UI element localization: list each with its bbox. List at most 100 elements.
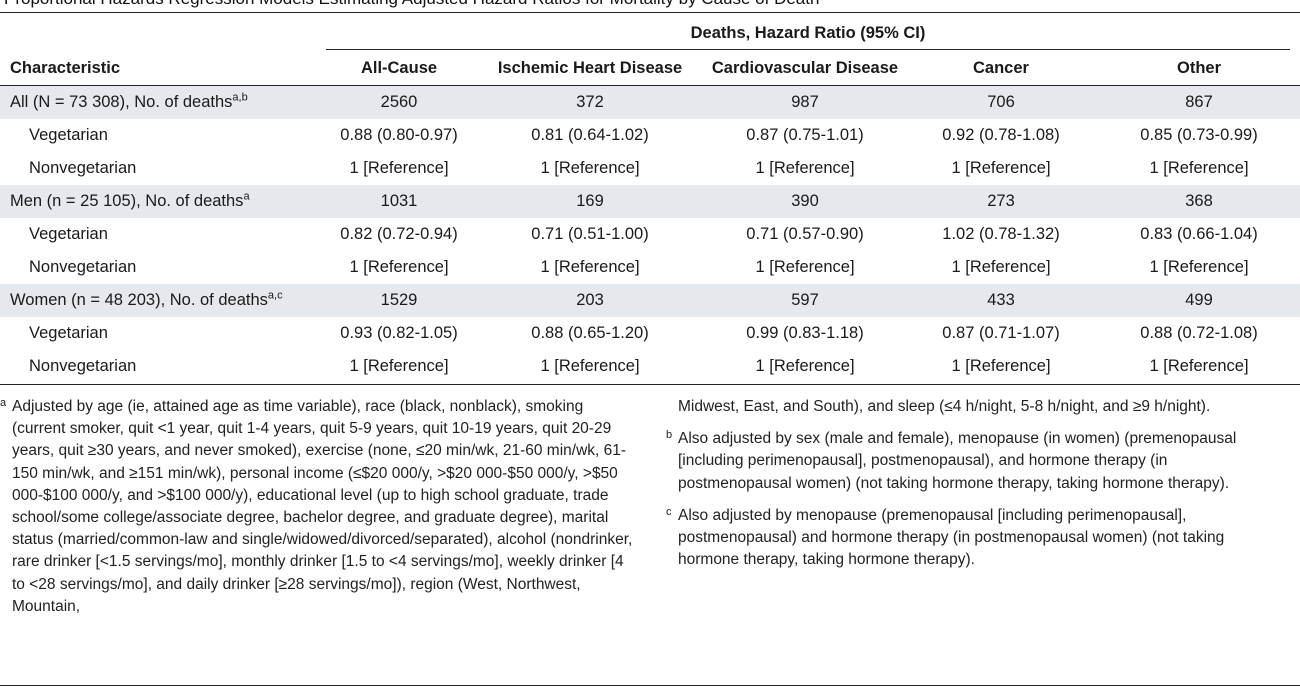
row-label: Vegetarian (29, 317, 108, 350)
table-row: Vegetarian 0.82 (0.72-0.94) 0.71 (0.51-1.0… (0, 218, 1300, 251)
page-bottom-rule (0, 685, 1300, 686)
table-row: Nonvegetarian 1 [Reference] 1 [Reference] 1… (0, 152, 1300, 185)
table-cell: 169 (576, 192, 604, 210)
footnote-a: a Adjusted by age (ie, attained age as t… (0, 396, 640, 618)
table-cell: 1 [Reference] (951, 258, 1051, 276)
table-cell: 2560 (380, 93, 418, 111)
table-cell: 987 (791, 93, 819, 111)
table-cell: 1 [Reference] (540, 258, 640, 276)
row-label: Nonvegetarian (29, 350, 136, 383)
footnote-c: c Also adjusted by menopause (premenopau… (666, 505, 1276, 572)
table-cell: 1 [Reference] (1149, 357, 1249, 375)
header-bottom-rule (0, 85, 1300, 86)
table-cell: 0.99 (0.83-1.18) (746, 324, 864, 342)
table-row: Men (n = 25 105), No. of deathsa 1031 169 3… (0, 185, 1300, 218)
table-cell: 867 (1185, 93, 1213, 111)
table-cell: 1 [Reference] (755, 258, 855, 276)
table-cell: 390 (791, 192, 819, 210)
column-header-ischemic-heart-disease: Ischemic Heart Disease (497, 59, 683, 77)
row-label: Men (n = 25 105), No. of deathsa (10, 185, 250, 218)
row-label: Nonvegetarian (29, 251, 136, 284)
table-cell: 1 [Reference] (951, 357, 1051, 375)
table-cell: 368 (1185, 192, 1213, 210)
footnote-superscript: a,c (267, 289, 283, 302)
row-label-text: All (N = 73 308), No. of deaths (10, 93, 233, 111)
table-cell: 597 (791, 291, 819, 309)
table-cell: 0.93 (0.82-1.05) (340, 324, 458, 342)
row-label-text: Women (n = 48 203), No. of deaths (10, 291, 268, 309)
row-label-text: Men (n = 25 105), No. of deaths (10, 192, 244, 210)
table-row: Women (n = 48 203), No. of deathsa,c 1529… (0, 284, 1300, 317)
row-label: All (N = 73 308), No. of deathsa,b (10, 86, 248, 119)
row-label-text: Vegetarian (29, 324, 108, 342)
footnote-superscript: a (243, 190, 250, 203)
table-cell: 1 [Reference] (951, 159, 1051, 177)
row-label: Vegetarian (29, 218, 108, 251)
group-header-rule (326, 49, 1290, 50)
footnotes-left-column: a Adjusted by age (ie, attained age as t… (0, 396, 640, 618)
clipped-table-title: Proportional Hazards Regression Models E… (4, 0, 1294, 9)
table-cell: 0.88 (0.80-0.97) (340, 126, 458, 144)
table-cell: 0.71 (0.57-0.90) (746, 225, 864, 243)
table-cell: 1 [Reference] (349, 258, 449, 276)
table-cell: 1 [Reference] (755, 357, 855, 375)
footnote-superscript: a,b (232, 91, 248, 104)
table-cell: 0.81 (0.64-1.02) (531, 126, 649, 144)
footnote-a-mark: a (0, 397, 7, 409)
table-cell: 0.92 (0.78-1.08) (942, 126, 1060, 144)
table-cell: 0.83 (0.66-1.04) (1140, 225, 1258, 243)
table-cell: 273 (987, 192, 1015, 210)
footnote-c-text: Also adjusted by menopause (premenopausa… (678, 506, 1225, 569)
footnote-b-mark: b (666, 429, 673, 442)
row-label: Women (n = 48 203), No. of deathsa,c (10, 284, 283, 317)
characteristic-header: Characteristic (10, 59, 121, 77)
table-cell: 1 [Reference] (1149, 258, 1249, 276)
table-cell: 0.88 (0.72-1.08) (1140, 324, 1258, 342)
row-label-text: Nonvegetarian (29, 357, 137, 375)
table-cell: 0.71 (0.51-1.00) (531, 225, 649, 243)
table-cell: 0.85 (0.73-0.99) (1140, 126, 1258, 144)
table-row: All (N = 73 308), No. of deathsa,b 2560 37… (0, 86, 1300, 119)
table-cell: 1031 (380, 192, 418, 210)
table-cell: 0.87 (0.71-1.07) (942, 324, 1060, 342)
table-cell: 1 [Reference] (540, 357, 640, 375)
column-header-other: Other (1176, 59, 1221, 77)
row-label-text: Vegetarian (29, 126, 108, 144)
table-cell: 0.82 (0.72-0.94) (340, 225, 458, 243)
row-label: Vegetarian (29, 119, 108, 152)
table-top-rule (0, 12, 1300, 13)
table-row: Nonvegetarian 1 [Reference] 1 [Reference] 1… (0, 251, 1300, 284)
table-row: Vegetarian 0.93 (0.82-1.05) 0.88 (0.65-1.2… (0, 317, 1300, 350)
table-cell: 1 [Reference] (349, 357, 449, 375)
row-label-text: Nonvegetarian (29, 258, 137, 276)
table-cell: 0.88 (0.65-1.20) (531, 324, 649, 342)
row-label-text: Nonvegetarian (29, 159, 137, 177)
table-cell: 1 [Reference] (540, 159, 640, 177)
footnote-a-text: Adjusted by age (ie, attained age as tim… (12, 398, 633, 615)
footnotes-right-column: Midwest, East, and South), and sleep (≤4… (666, 396, 1276, 581)
table-cell: 706 (987, 93, 1015, 111)
table-bottom-rule (0, 384, 1300, 385)
table-cell: 1 [Reference] (1149, 159, 1249, 177)
row-label-text: Vegetarian (29, 225, 108, 243)
group-header: Deaths, Hazard Ratio (95% CI) (690, 24, 926, 42)
table-cell: 1 [Reference] (755, 159, 855, 177)
footnote-b: b Also adjusted by sex (male and female)… (666, 428, 1276, 495)
column-header-all-cause: All-Cause (360, 59, 438, 77)
table-cell: 1 [Reference] (349, 159, 449, 177)
table-cell: 433 (987, 291, 1015, 309)
table-cell: 0.87 (0.75-1.01) (746, 126, 864, 144)
table-row: Nonvegetarian 1 [Reference] 1 [Reference] 1… (0, 350, 1300, 383)
column-header-cancer: Cancer (973, 59, 1029, 77)
row-label: Nonvegetarian (29, 152, 136, 185)
table-cell: 372 (576, 93, 604, 111)
footnote-c-mark: c (666, 505, 672, 518)
table-cell: 203 (576, 291, 604, 309)
table-row: Vegetarian 0.88 (0.80-0.97) 0.81 (0.64-1.0… (0, 119, 1300, 152)
footnote-b-text: Also adjusted by sex (male and female), … (678, 430, 1237, 492)
column-header-cardiovascular-disease: Cardiovascular Disease (711, 59, 899, 77)
table-cell: 499 (1185, 291, 1213, 309)
table-cell: 1529 (380, 291, 418, 309)
table-cell: 1.02 (0.78-1.32) (942, 225, 1060, 243)
footnote-a-continued: Midwest, East, and South), and sleep (≤4… (678, 398, 1211, 415)
